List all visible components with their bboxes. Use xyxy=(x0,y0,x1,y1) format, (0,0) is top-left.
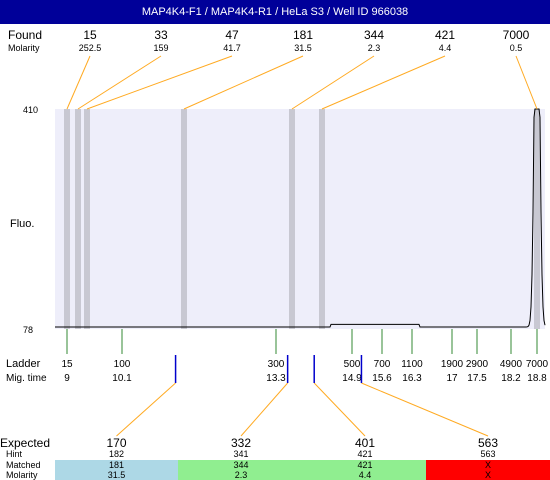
found-connector-0 xyxy=(66,55,91,110)
ladder-size-6: 1900 xyxy=(441,359,464,370)
ladder-size-4: 700 xyxy=(374,359,391,370)
y-tick-label-top: 410 xyxy=(23,105,38,115)
found-molarity-2: 41.7 xyxy=(223,43,241,53)
matched-row-label: Matched xyxy=(6,460,41,470)
found-size-1: 33 xyxy=(154,28,168,42)
ladder-mig-time-5: 16.3 xyxy=(402,373,422,384)
found-connector-6 xyxy=(515,55,538,110)
peak-band-4 xyxy=(289,109,295,329)
chart-title: MAP4K4-F1 / MAP4K4-R1 / HeLa S3 / Well I… xyxy=(0,0,550,24)
expected-size-2: 401 xyxy=(355,436,375,450)
hint-row-label: Hint xyxy=(6,449,23,459)
expected-size-3: 563 xyxy=(478,436,498,450)
peak-band-0 xyxy=(64,109,70,329)
matched-size-2: 421 xyxy=(357,460,372,470)
matched-cell-0 xyxy=(55,460,178,480)
ladder-mig-time-6: 17 xyxy=(446,373,458,384)
found-connector-3 xyxy=(183,55,304,110)
found-molarity-5: 4.4 xyxy=(439,43,452,53)
ladder-mig-time-1: 10.1 xyxy=(112,373,132,384)
fluo-axis-label: Fluo. xyxy=(10,218,34,230)
ladder-mig-time-9: 18.8 xyxy=(527,373,547,384)
found-row-label: Found xyxy=(8,28,42,42)
found-size-2: 47 xyxy=(225,28,239,42)
found-molarity-6: 0.5 xyxy=(510,43,523,53)
ladder-size-7: 2900 xyxy=(466,359,489,370)
ladder-mig-time-0: 9 xyxy=(64,373,70,384)
expected-connector-2 xyxy=(313,382,366,437)
expected-size-0: 170 xyxy=(106,436,126,450)
expected-connector-1 xyxy=(240,382,289,437)
ladder-size-3: 500 xyxy=(344,359,361,370)
found-molarity-4: 2.3 xyxy=(368,43,381,53)
found-size-0: 15 xyxy=(83,28,97,42)
ladder-size-9: 7000 xyxy=(526,359,549,370)
found-size-6: 7000 xyxy=(503,28,530,42)
molarity-bottom-row-label: Molarity xyxy=(6,470,38,480)
y-tick-label-bottom: 78 xyxy=(23,325,33,335)
matched-molarity-1: 2.3 xyxy=(235,470,248,480)
mig-time-row-label: Mig. time xyxy=(6,373,47,384)
matched-size-0: 181 xyxy=(109,460,124,470)
matched-molarity-2: 4.4 xyxy=(359,470,372,480)
molarity-row-label: Molarity xyxy=(8,43,40,53)
hint-size-3: 563 xyxy=(480,449,495,459)
ladder-mig-time-3: 14.9 xyxy=(342,373,362,384)
ladder-size-2: 300 xyxy=(268,359,285,370)
ladder-size-0: 15 xyxy=(61,359,73,370)
hint-size-2: 421 xyxy=(357,449,372,459)
expected-row-label: Expected xyxy=(0,436,50,450)
found-molarity-3: 31.5 xyxy=(294,43,312,53)
ladder-row-label: Ladder xyxy=(6,358,41,370)
found-size-4: 344 xyxy=(364,28,384,42)
found-size-3: 181 xyxy=(293,28,313,42)
ladder-mig-time-2: 13.3 xyxy=(266,373,286,384)
matched-cell-3 xyxy=(426,460,550,480)
ladder-size-8: 4900 xyxy=(500,359,523,370)
peak-band-5 xyxy=(319,109,325,329)
ladder-mig-time-8: 18.2 xyxy=(501,373,521,384)
found-connector-1 xyxy=(77,55,162,110)
expected-connector-0 xyxy=(116,382,176,437)
found-molarity-0: 252.5 xyxy=(79,43,102,53)
ladder-size-5: 1100 xyxy=(401,359,423,370)
found-connector-4 xyxy=(291,55,375,110)
peak-band-1 xyxy=(75,109,81,329)
hint-size-1: 341 xyxy=(233,449,248,459)
found-molarity-1: 159 xyxy=(153,43,168,53)
peak-band-2 xyxy=(84,109,90,329)
expected-size-1: 332 xyxy=(231,436,251,450)
ladder-mig-time-7: 17.5 xyxy=(467,373,487,384)
fluorescence-trace xyxy=(55,108,546,328)
matched-cell-2 xyxy=(304,460,426,480)
expected-connector-3 xyxy=(361,382,489,437)
matched-molarity-3: X xyxy=(485,470,491,480)
peak-band-3 xyxy=(181,109,187,329)
ladder-mig-time-4: 15.6 xyxy=(372,373,392,384)
found-connector-5 xyxy=(321,55,446,110)
hint-size-0: 182 xyxy=(109,449,124,459)
ladder-size-1: 100 xyxy=(114,359,131,370)
matched-molarity-0: 31.5 xyxy=(108,470,126,480)
matched-size-3: X xyxy=(485,460,491,470)
matched-cell-1 xyxy=(178,460,304,480)
matched-size-1: 344 xyxy=(233,460,248,470)
plot-area xyxy=(55,109,545,329)
found-connector-2 xyxy=(86,55,233,110)
found-size-5: 421 xyxy=(435,28,455,42)
peak-band-6 xyxy=(534,109,540,329)
